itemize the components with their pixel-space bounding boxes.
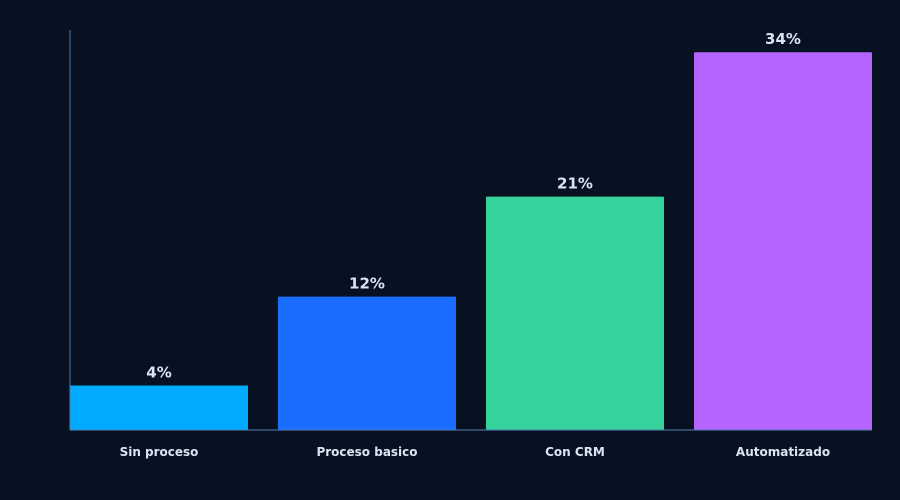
bar-proceso-basico <box>278 296 456 430</box>
category-label-proceso-basico: Proceso basico <box>316 445 417 459</box>
value-label-con-crm: 21% <box>557 175 593 193</box>
value-label-proceso-basico: 12% <box>349 275 385 293</box>
bar-con-crm <box>486 196 664 430</box>
category-label-sin-proceso: Sin proceso <box>120 445 199 459</box>
category-label-automatizado: Automatizado <box>736 445 830 459</box>
category-label-con-crm: Con CRM <box>545 445 605 459</box>
bar-automatizado <box>694 52 872 430</box>
value-label-sin-proceso: 4% <box>146 364 171 382</box>
value-label-automatizado: 34% <box>765 30 801 48</box>
bar-sin-proceso <box>70 385 248 430</box>
